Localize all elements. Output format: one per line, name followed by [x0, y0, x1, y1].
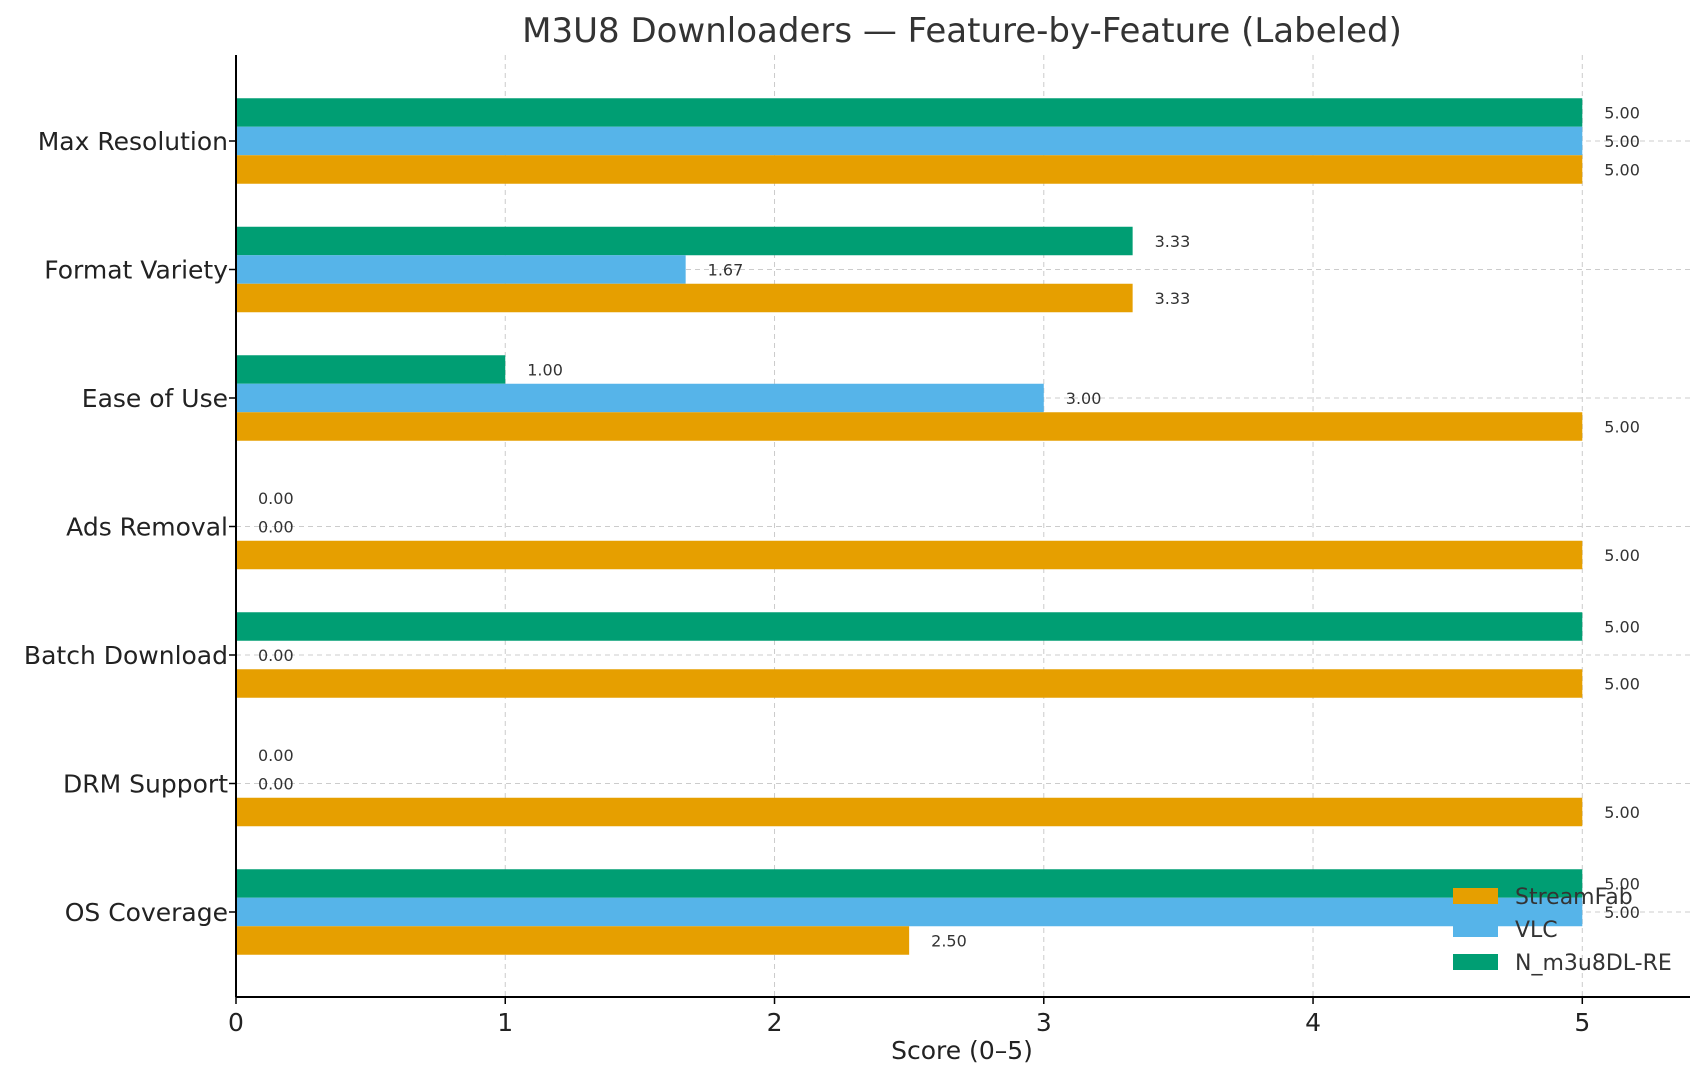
bar	[236, 926, 910, 955]
value-label: 0.00	[258, 489, 294, 508]
x-tick-label: 0	[228, 1008, 244, 1037]
value-label: 5.00	[1604, 803, 1640, 822]
legend-label: N_m3u8DL-RE	[1515, 951, 1672, 976]
value-labels-layer: 5.00 5.00 5.00 3.33 1.67 3.33 1.00 3.00 5.00 0.00…	[258, 104, 1640, 951]
bar	[236, 412, 1583, 441]
value-label: 0.00	[258, 518, 294, 537]
value-label: 3.00	[1066, 389, 1102, 408]
value-label: 2.50	[931, 932, 967, 951]
category-label: Ads Removal	[66, 513, 228, 542]
bar	[236, 612, 1583, 641]
legend-label: VLC	[1515, 918, 1558, 943]
bar	[236, 383, 1044, 413]
value-label: 1.00	[527, 361, 563, 380]
value-label: 0.00	[258, 646, 294, 665]
category-labels: Max Resolution Format Variety Ease of Use A…	[24, 127, 228, 927]
value-label: 1.67	[708, 261, 744, 280]
chart-title: M3U8 Downloaders — Feature-by-Feature (L…	[522, 11, 1402, 51]
bar	[236, 226, 1133, 256]
category-label: DRM Support	[63, 770, 228, 799]
bar	[236, 355, 506, 384]
bar	[236, 98, 1583, 127]
bar	[236, 283, 1133, 313]
bar	[236, 126, 1583, 156]
x-tick-label: 3	[1036, 1008, 1052, 1037]
value-label: 5.00	[1604, 875, 1640, 894]
bar	[236, 897, 1583, 927]
legend-swatch	[1453, 954, 1498, 970]
value-label: 5.00	[1604, 418, 1640, 437]
value-label: 5.00	[1604, 546, 1640, 565]
value-label: 5.00	[1604, 104, 1640, 123]
bar	[236, 255, 686, 284]
category-label: Ease of Use	[82, 384, 228, 413]
category-label: OS Coverage	[65, 898, 228, 927]
grid-layer	[236, 55, 1690, 997]
x-tick-label: 5	[1574, 1008, 1590, 1037]
value-label: 0.00	[258, 775, 294, 794]
x-tick-label: 4	[1305, 1008, 1321, 1037]
legend-label: StreamFab	[1515, 885, 1633, 910]
bar	[236, 540, 1583, 570]
value-label: 5.00	[1604, 618, 1640, 637]
value-label: 3.33	[1155, 232, 1191, 251]
x-tick-label: 1	[497, 1008, 513, 1037]
bar	[236, 797, 1583, 827]
bar	[236, 869, 1583, 898]
bar	[236, 669, 1583, 698]
value-label: 5.00	[1604, 132, 1640, 151]
category-label: Format Variety	[44, 256, 228, 285]
value-label: 5.00	[1604, 675, 1640, 694]
legend-swatch	[1453, 888, 1498, 904]
value-label: 5.00	[1604, 903, 1640, 922]
legend: StreamFab VLC N_m3u8DL-RE	[1453, 885, 1672, 976]
legend-swatch	[1453, 921, 1498, 937]
category-label: Max Resolution	[38, 127, 228, 156]
value-label: 0.00	[258, 746, 294, 765]
bar	[236, 155, 1583, 184]
value-label: 5.00	[1604, 161, 1640, 180]
bars-layer	[236, 98, 1583, 955]
x-tick-label: 2	[767, 1008, 783, 1037]
category-label: Batch Download	[24, 641, 228, 670]
value-label: 3.33	[1155, 289, 1191, 308]
ticks-layer: 0 1 2 3 4 5	[228, 140, 1590, 1037]
x-axis-title: Score (0–5)	[891, 1036, 1033, 1065]
